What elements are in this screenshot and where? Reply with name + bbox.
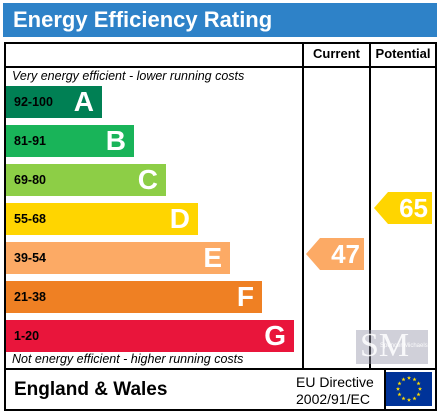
band-b: 81-91 B — [6, 125, 134, 157]
band-range-label: 92-100 — [14, 95, 53, 109]
eu-star-icon — [401, 396, 406, 401]
current-column-header: Current — [313, 46, 360, 61]
directive-line-2: 2002/91/EC — [296, 391, 370, 407]
band-g: 1-20 G — [6, 320, 294, 352]
title-bar: Energy Efficiency Rating — [3, 3, 437, 37]
current-rating-arrow: 47 — [306, 238, 364, 270]
band-range-label: 1-20 — [14, 329, 40, 343]
watermark-text: Spencer Michaels — [380, 343, 428, 349]
current-column-divider — [302, 42, 304, 370]
eu-star-icon — [412, 377, 417, 382]
rating-table-frame — [4, 42, 437, 411]
potential-column-divider — [369, 42, 371, 370]
eu-flag-icon — [386, 372, 432, 406]
top-note: Very energy efficient - lower running co… — [12, 69, 245, 83]
directive-line-1: EU Directive — [296, 374, 374, 390]
eu-star-icon — [416, 392, 421, 397]
footer-column-divider — [384, 368, 386, 411]
eu-star-icon — [397, 381, 402, 386]
page-title: Energy Efficiency Rating — [13, 7, 273, 32]
bottom-note: Not energy efficient - higher running co… — [12, 352, 244, 366]
band-range-label: 21-38 — [14, 290, 46, 304]
current-rating-shape — [306, 238, 364, 270]
watermark-letters: SM — [360, 327, 410, 364]
eu-star-icon — [417, 386, 423, 391]
band-c: 69-80 C — [6, 164, 166, 196]
band-letter: B — [105, 125, 126, 156]
potential-column-header: Potential — [375, 46, 431, 61]
band-letter: G — [264, 320, 286, 351]
eu-star-icon — [416, 381, 421, 386]
eu-star-icon — [406, 375, 412, 380]
band-range-label: 55-68 — [14, 212, 46, 226]
region-label: England & Wales — [14, 379, 168, 400]
header-divider — [4, 66, 437, 68]
band-f: 21-38 F — [6, 281, 262, 313]
band-letter: E — [203, 242, 222, 273]
eu-star-icon — [397, 392, 402, 397]
band-letter: A — [73, 86, 94, 117]
eu-star-icon — [401, 377, 406, 382]
eu-stars — [395, 375, 423, 402]
watermark-logo: SM Spencer Michaels — [356, 327, 428, 364]
band-letter: D — [169, 203, 190, 234]
potential-rating-shape — [374, 192, 432, 224]
footer-divider — [4, 368, 437, 370]
current-rating-value: 47 — [331, 239, 360, 269]
band-d: 55-68 D — [6, 203, 198, 235]
band-e: 39-54 E — [6, 242, 230, 274]
potential-rating-value: 65 — [399, 193, 428, 223]
band-range-label: 39-54 — [14, 251, 46, 265]
band-letter: F — [236, 281, 254, 312]
band-letter: C — [137, 164, 158, 195]
band-a: 92-100 A — [6, 86, 102, 118]
band-range-label: 69-80 — [14, 173, 46, 187]
eu-star-icon — [406, 397, 412, 402]
eu-star-icon — [412, 396, 417, 401]
band-range-label: 81-91 — [14, 134, 46, 148]
potential-rating-arrow: 65 — [374, 192, 432, 224]
eu-star-icon — [395, 386, 401, 391]
